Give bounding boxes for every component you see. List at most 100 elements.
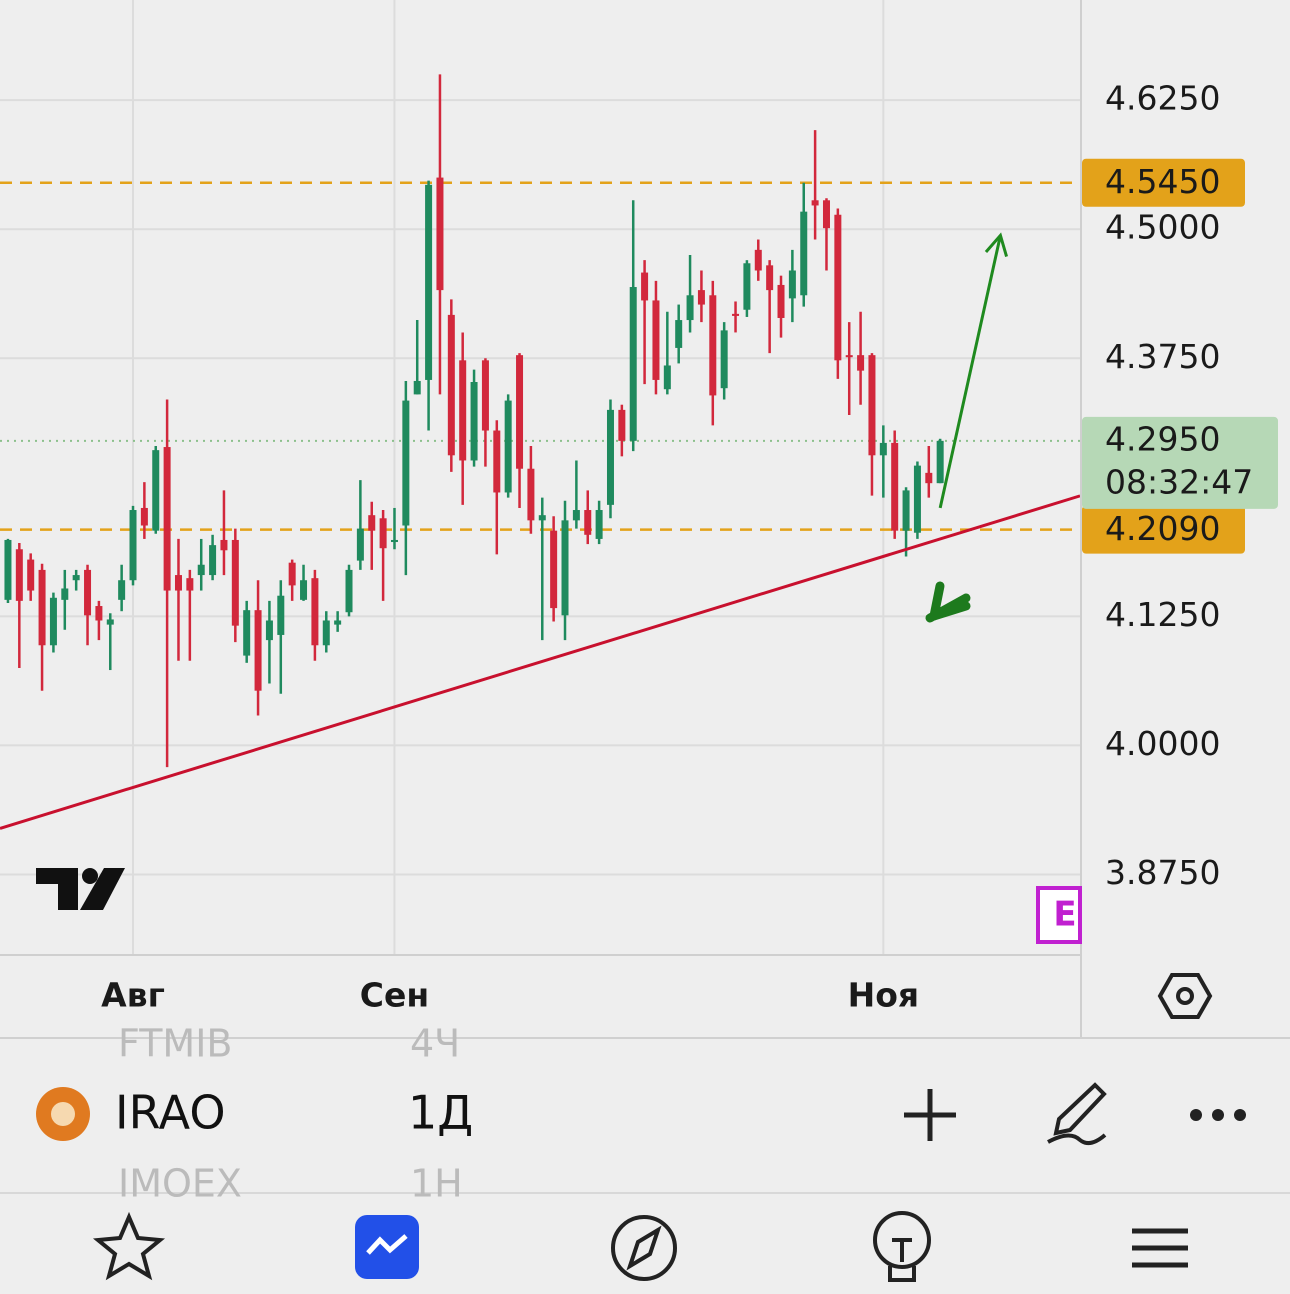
candle-body <box>811 200 819 206</box>
candle-body <box>254 610 262 691</box>
candle-body <box>822 200 830 229</box>
candle-body <box>49 597 57 646</box>
draw-button[interactable] <box>1047 1082 1107 1146</box>
candle-body <box>732 313 740 316</box>
candle-body <box>538 515 546 521</box>
candle-body <box>413 380 421 395</box>
candle-body <box>459 360 467 461</box>
y-tick-label: 4.5000 <box>1105 208 1220 247</box>
level-label: 4.2090 <box>1105 509 1220 548</box>
countdown: 08:32:47 <box>1105 462 1253 501</box>
more-button[interactable] <box>1190 1109 1246 1121</box>
candle-body <box>186 578 194 591</box>
interval[interactable]: 1Д <box>408 1086 473 1140</box>
nav-explore[interactable] <box>611 1215 677 1281</box>
candle-body <box>72 575 80 581</box>
candle-body <box>368 515 376 531</box>
nav-ideas[interactable] <box>873 1211 931 1282</box>
candle-body <box>641 272 649 301</box>
candle-body <box>95 606 103 621</box>
x-tick-label: Сен <box>360 976 429 1015</box>
candle-body <box>118 580 126 600</box>
candle-body <box>550 530 558 609</box>
candle-body <box>845 355 853 358</box>
candle-body <box>788 270 796 299</box>
candle-body <box>4 539 12 600</box>
candle-body <box>743 263 751 310</box>
candle-body <box>879 442 887 456</box>
candle-body <box>390 539 398 543</box>
candle-body <box>686 295 694 321</box>
earnings-badge[interactable]: E <box>1036 886 1082 944</box>
nav-menu[interactable] <box>1132 1228 1188 1268</box>
candle-body <box>197 564 205 576</box>
interval-faded[interactable]: 4Ч <box>410 1022 460 1066</box>
candle-body <box>152 450 160 531</box>
candle-body <box>209 545 217 576</box>
symbol-logo <box>36 1087 90 1141</box>
hand-arrow <box>925 581 971 623</box>
candle-body <box>265 620 273 641</box>
arrow-shaft <box>938 235 1002 509</box>
candle-body <box>334 620 342 625</box>
candle-body <box>277 595 285 635</box>
tv-logo <box>36 868 125 910</box>
candle-body <box>379 518 387 549</box>
candle-body <box>834 214 842 361</box>
candle-body <box>174 575 182 591</box>
candle-body <box>652 300 660 380</box>
candle-body <box>675 320 683 348</box>
candle-body <box>220 539 228 551</box>
candle-body <box>38 569 46 646</box>
candle-body <box>27 559 35 591</box>
candle-body <box>516 355 524 469</box>
add-button[interactable] <box>904 1089 956 1141</box>
y-tick-label: 4.0000 <box>1105 724 1220 763</box>
settings-icon[interactable] <box>1157 973 1213 1019</box>
candle-body <box>868 355 876 456</box>
badge-text: E <box>1053 895 1076 935</box>
candle-body <box>606 409 614 505</box>
candle-body <box>857 355 865 371</box>
y-tick-label: 4.3750 <box>1105 337 1220 376</box>
x-tick-label: Ноя <box>848 976 919 1015</box>
candle-body <box>595 510 603 539</box>
trendline <box>0 494 1081 830</box>
candle-body <box>800 211 808 296</box>
candle-body <box>572 510 580 521</box>
candle-body <box>106 619 114 625</box>
candle-body <box>709 295 717 396</box>
candle-body <box>618 409 626 441</box>
symbol[interactable]: IRAO <box>115 1086 226 1140</box>
candle-body <box>663 365 671 390</box>
interval-faded[interactable]: 1H <box>410 1162 463 1206</box>
candle-body <box>447 314 455 456</box>
nav-watchlist[interactable] <box>92 1211 166 1281</box>
candle-body <box>300 580 308 600</box>
candle-body <box>84 569 92 616</box>
candle-body <box>584 510 592 535</box>
candle-body <box>231 539 239 626</box>
candle-body <box>697 290 705 305</box>
candle-body <box>925 472 933 484</box>
candle-body <box>425 184 433 380</box>
candle-body <box>902 490 910 531</box>
last-price-tag <box>1082 416 1278 509</box>
symbol-faded[interactable]: IMOEX <box>118 1162 242 1206</box>
candle-body <box>288 562 296 586</box>
candle-body <box>777 284 785 318</box>
symbol-faded[interactable]: FTMIB <box>118 1022 232 1066</box>
candle-body <box>311 578 319 646</box>
candle-body <box>163 447 171 591</box>
candle-body <box>766 265 774 291</box>
nav-chart[interactable] <box>355 1215 419 1279</box>
candle-body <box>470 382 478 461</box>
last-price-label: 4.2950 <box>1105 419 1220 458</box>
y-tick-label: 4.1250 <box>1105 595 1220 634</box>
candle-body <box>140 507 148 526</box>
plot <box>0 0 1081 955</box>
candle-body <box>436 177 444 291</box>
candle-body <box>345 569 353 613</box>
